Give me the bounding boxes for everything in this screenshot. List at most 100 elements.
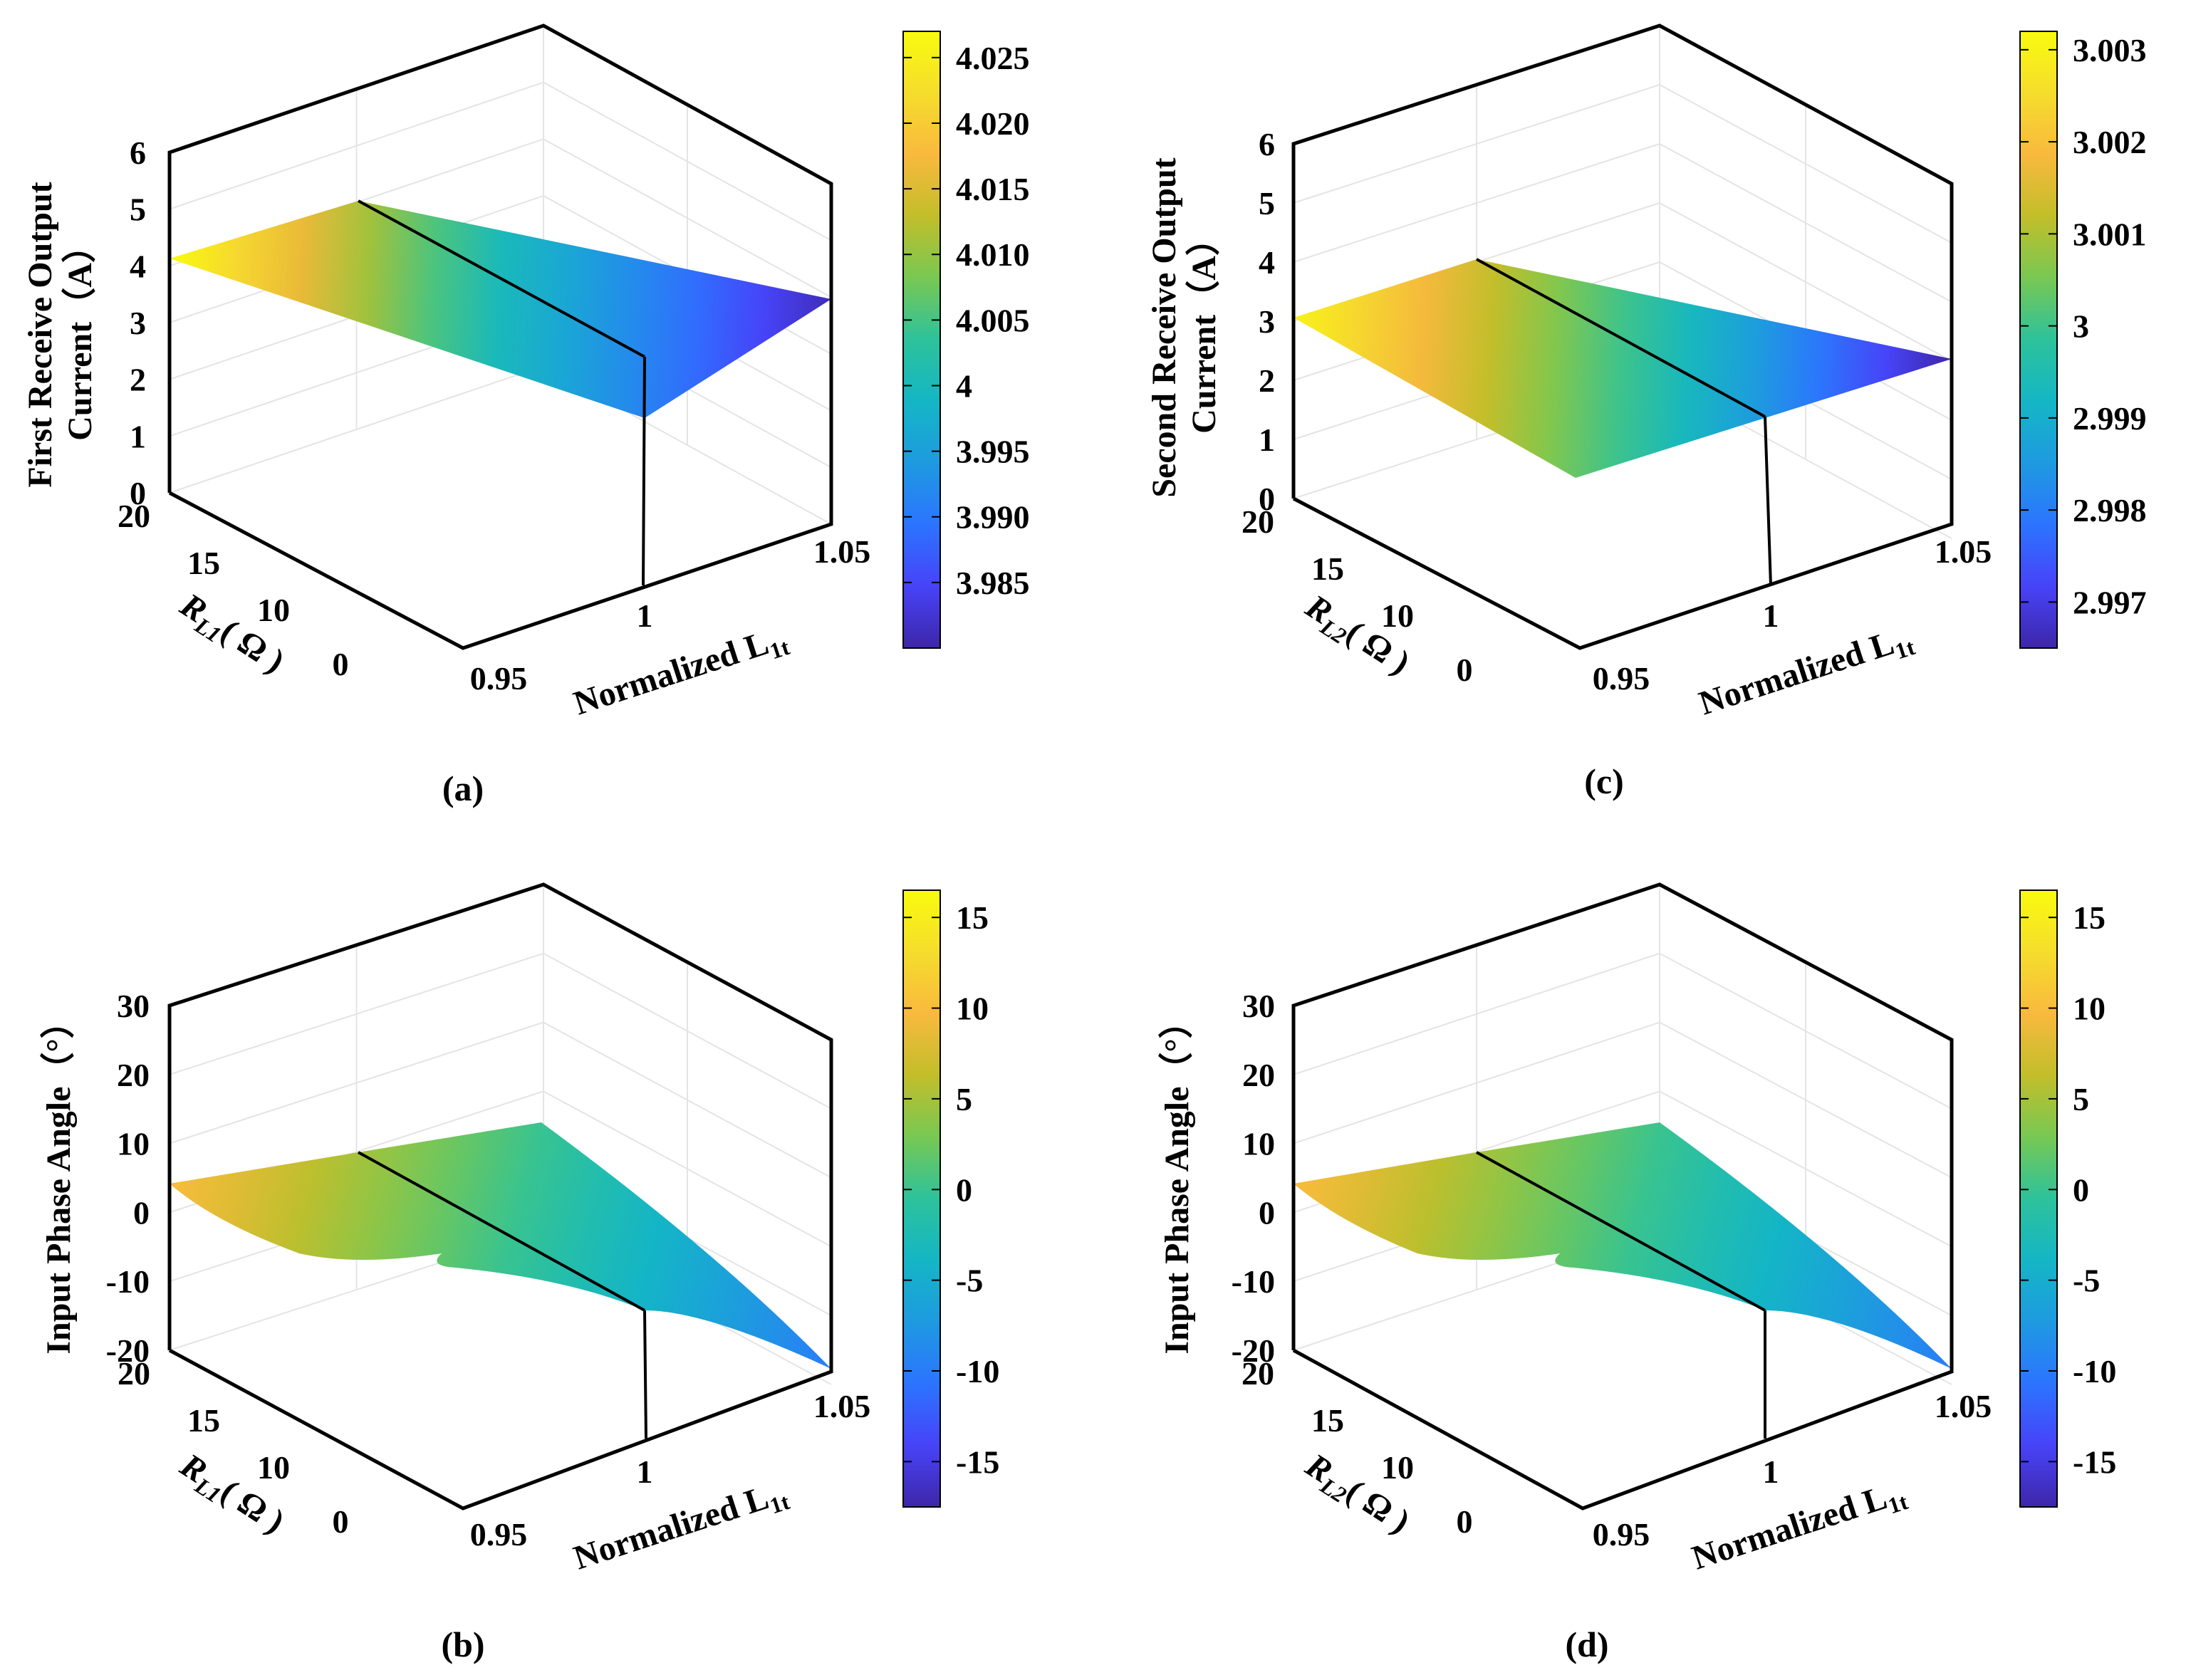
- panel-a-x-ticks: 0.95 1 1.05: [470, 533, 871, 696]
- panel-b-xlabel: Normalized L1t: [569, 1473, 793, 1581]
- colorbar-tick-label: -5: [2073, 1263, 2100, 1299]
- colorbar-tick-label: 3.001: [2073, 216, 2147, 252]
- colorbar-tick-label: 4.025: [956, 40, 1030, 76]
- panel-a-xlabel: Normalized L1t: [569, 618, 793, 726]
- panel-c-colorbar: [2019, 31, 2058, 649]
- panel-b-x-ticks: 0.95 1 1.05: [470, 1388, 871, 1553]
- z-tick-label: 2: [130, 362, 146, 398]
- grid-line: [169, 952, 832, 1110]
- panel-a-nominal-drop: [642, 356, 646, 586]
- grid-line: [169, 81, 832, 241]
- colorbar-tick-label: 4.020: [956, 105, 1030, 142]
- panel-d-surface: [1294, 1122, 1952, 1369]
- z-tick-label: 10: [1242, 1126, 1275, 1162]
- z-tick-label: 5: [1259, 185, 1275, 221]
- x-tick-label: 0.95: [1593, 1516, 1650, 1553]
- panel-c: 0 1 2 3 4 5 6 20 15 10 0 0.95 1 1.05 Second Receive…: [1145, 24, 2147, 801]
- colorbar-tick-label: 15: [956, 899, 989, 936]
- colorbar-tick-label: 10: [956, 991, 989, 1027]
- colorbar-tick-label: 4.010: [956, 236, 1030, 273]
- z-tick-label: 4: [130, 248, 146, 284]
- panel-a-colorbar-ticks: 3.985 3.990 3.995 4 4.005 4.010 4.015 4.020 4.02…: [903, 40, 1030, 601]
- panel-c-colorbar-ticks: 2.997 2.998 2.999 3 3.001 3.002 3.003: [2020, 32, 2147, 620]
- panel-b: -20 -10 0 10 20 30 20 15 10 0 0.95 1 1.05 Input Ph…: [40, 882, 999, 1664]
- panel-b-nominal-drop: [643, 1310, 647, 1439]
- panel-d-xlabel: Normalized L1t: [1687, 1473, 1911, 1581]
- x-tick-label: 1.05: [1935, 1388, 1992, 1424]
- panel-d: -20 -10 0 10 20 30 20 15 10 0 0.95 1 1.05 Input Ph…: [1158, 882, 2116, 1664]
- grid-line: [169, 24, 832, 184]
- colorbar-tick-label: 4: [956, 367, 972, 404]
- colorbar-tick-label: 3.995: [956, 434, 1030, 470]
- panel-d-colorbar-ticks: -15 -10 -5 0 5 10 15: [2020, 899, 2116, 1480]
- panel-c-nominal-drop: [1764, 416, 1772, 586]
- panel-a-surface: [170, 201, 831, 418]
- colorbar-tick-label: 2.997: [2073, 584, 2147, 620]
- colorbar-tick-label: -15: [2073, 1444, 2116, 1480]
- z-tick-label: -20: [1232, 1332, 1275, 1369]
- panel-c-z-ticks: 0 1 2 3 4 5 6: [1259, 126, 1275, 517]
- y-tick-label: 10: [257, 1449, 290, 1486]
- colorbar-tick-label: 15: [2073, 899, 2106, 936]
- panel-c-x-ticks: 0.95 1 1.05: [1593, 533, 1992, 696]
- z-tick-label: 3: [130, 305, 146, 341]
- panel-c-zlabel-2: Current（A）: [1185, 221, 1223, 434]
- panel-d-colorbar: [2019, 889, 2058, 1508]
- z-tick-label: 5: [130, 192, 146, 228]
- panel-d-y-ticks: 20 15 10 0: [1242, 1355, 1473, 1540]
- z-tick-label: 0: [1259, 481, 1275, 517]
- z-tick-label: 6: [130, 135, 146, 171]
- colorbar-tick-label: -5: [956, 1263, 983, 1299]
- panel-d-caption: (d): [1565, 1624, 1608, 1664]
- panel-c-caption: (c): [1584, 761, 1624, 801]
- panel-a-z-ticks: 0 1 2 3 4 5 6: [130, 135, 146, 511]
- colorbar-tick-label: 0: [956, 1172, 972, 1208]
- x-tick-label: 1: [1763, 1454, 1779, 1490]
- y-tick-label: 10: [1381, 1449, 1414, 1486]
- colorbar-tick-label: 3.002: [2073, 124, 2147, 160]
- panel-a-xlabel-main: Normalized L: [569, 624, 773, 722]
- panel-d-nominal-line: [1476, 1151, 1766, 1312]
- z-tick-label: 4: [1259, 244, 1275, 281]
- grid-line: [1293, 24, 1952, 184]
- z-tick-label: -10: [1232, 1263, 1275, 1300]
- x-tick-label: 0.95: [470, 1516, 528, 1553]
- y-tick-label: 20: [1242, 1355, 1274, 1392]
- y-tick-label: 15: [187, 545, 220, 581]
- z-tick-label: 0: [1259, 1194, 1275, 1231]
- z-tick-label: 30: [117, 988, 150, 1024]
- y-tick-label: 0: [1457, 1503, 1473, 1540]
- colorbar-tick-label: 3.985: [956, 565, 1030, 601]
- colorbar-tick-label: 4.015: [956, 171, 1030, 207]
- panel-a-y-ticks: 20 15 10 0: [118, 498, 349, 682]
- y-tick-label: 15: [1311, 551, 1344, 587]
- z-tick-label: 2: [1259, 362, 1275, 399]
- panel-b-zlabel-1: Input Phase Angle（°）: [40, 1004, 78, 1354]
- panel-b-y-ticks: 20 15 10 0: [118, 1355, 349, 1540]
- grid-line: [169, 883, 832, 1040]
- colorbar-tick-label: 4.005: [956, 302, 1030, 338]
- x-tick-label: 1: [1763, 598, 1779, 634]
- panel-c-xlabel: Normalized L1t: [1695, 618, 1918, 726]
- colorbar-tick-label: 5: [2073, 1081, 2089, 1117]
- y-tick-label: 10: [257, 592, 290, 628]
- panel-d-xlabel-main: Normalized L: [1687, 1478, 1891, 1577]
- grid-line: [1293, 952, 1952, 1110]
- grid-line: [169, 365, 832, 525]
- x-tick-label: 1.05: [1935, 533, 1992, 570]
- y-tick-label: 0: [1457, 652, 1473, 688]
- z-tick-label: -20: [106, 1332, 150, 1369]
- panel-a-caption: (a): [442, 768, 484, 808]
- panel-b-xlabel-main: Normalized L: [569, 1478, 773, 1577]
- panel-a-nominal-line: [358, 199, 645, 358]
- panel-c-zlabel-1: Second Receive Output: [1145, 157, 1183, 497]
- x-tick-label: 1.05: [813, 1388, 871, 1424]
- x-tick-label: 0.95: [1593, 660, 1650, 696]
- colorbar-tick-label: 10: [2073, 991, 2106, 1027]
- grid-line: [1293, 883, 1952, 1040]
- z-tick-label: 30: [1242, 988, 1275, 1024]
- panel-d-x-ticks: 0.95 1 1.05: [1593, 1388, 1992, 1553]
- y-tick-label: 20: [1242, 504, 1274, 540]
- panel-d-box: [1291, 882, 1954, 1511]
- y-tick-label: 10: [1381, 598, 1414, 634]
